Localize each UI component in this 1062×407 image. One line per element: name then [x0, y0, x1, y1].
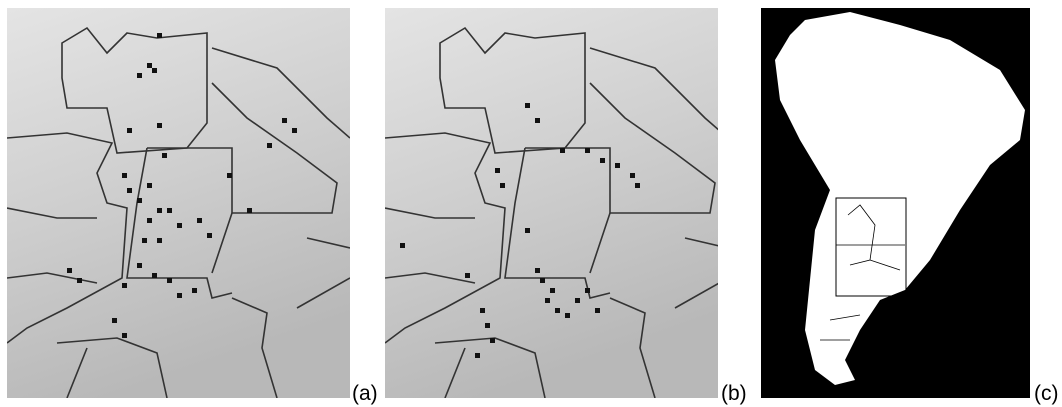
site-marker [122, 283, 127, 288]
site-marker [560, 148, 565, 153]
site-marker [77, 278, 82, 283]
site-marker [177, 293, 182, 298]
site-marker [152, 68, 157, 73]
panel-label: (a) [352, 382, 378, 406]
site-marker [292, 128, 297, 133]
site-marker [147, 218, 152, 223]
site-marker [267, 143, 272, 148]
site-marker [137, 73, 142, 78]
site-marker [157, 33, 162, 38]
site-marker [465, 273, 470, 278]
site-marker [490, 338, 495, 343]
site-marker [485, 323, 490, 328]
site-marker [525, 103, 530, 108]
site-marker [137, 263, 142, 268]
site-marker [67, 268, 72, 273]
site-marker [167, 278, 172, 283]
site-marker [585, 288, 590, 293]
figure: (a) (b) (c) [0, 0, 1062, 407]
panel-label: (c) [1034, 382, 1059, 406]
site-marker [282, 118, 287, 123]
site-marker [147, 183, 152, 188]
site-marker [540, 278, 545, 283]
site-marker [142, 238, 147, 243]
site-marker [555, 308, 560, 313]
site-marker [152, 273, 157, 278]
site-marker [127, 188, 132, 193]
panel-c-map [761, 8, 1030, 398]
site-marker [535, 268, 540, 273]
maps [0, 0, 1062, 407]
site-marker [635, 183, 640, 188]
site-marker [550, 288, 555, 293]
site-marker [475, 353, 480, 358]
site-marker [112, 318, 117, 323]
site-marker [157, 208, 162, 213]
site-marker [535, 118, 540, 123]
site-marker [137, 198, 142, 203]
site-marker [585, 148, 590, 153]
site-marker [167, 208, 172, 213]
site-marker [177, 223, 182, 228]
site-marker [495, 168, 500, 173]
panel-b-map [385, 8, 728, 398]
site-marker [630, 173, 635, 178]
panel-label: (b) [721, 382, 747, 406]
site-marker [147, 63, 152, 68]
site-marker [480, 308, 485, 313]
site-marker [565, 313, 570, 318]
site-marker [525, 228, 530, 233]
site-marker [162, 153, 167, 158]
site-marker [122, 173, 127, 178]
site-marker [500, 183, 505, 188]
site-marker [400, 243, 405, 248]
site-marker [575, 298, 580, 303]
site-marker [600, 158, 605, 163]
site-marker [247, 208, 252, 213]
site-marker [207, 233, 212, 238]
site-marker [595, 308, 600, 313]
site-marker [192, 288, 197, 293]
panel-a-map [7, 8, 350, 398]
site-marker [157, 123, 162, 128]
site-marker [615, 163, 620, 168]
site-marker [545, 298, 550, 303]
site-marker [157, 238, 162, 243]
site-marker [197, 218, 202, 223]
site-marker [227, 173, 232, 178]
site-marker [127, 128, 132, 133]
site-marker [122, 333, 127, 338]
